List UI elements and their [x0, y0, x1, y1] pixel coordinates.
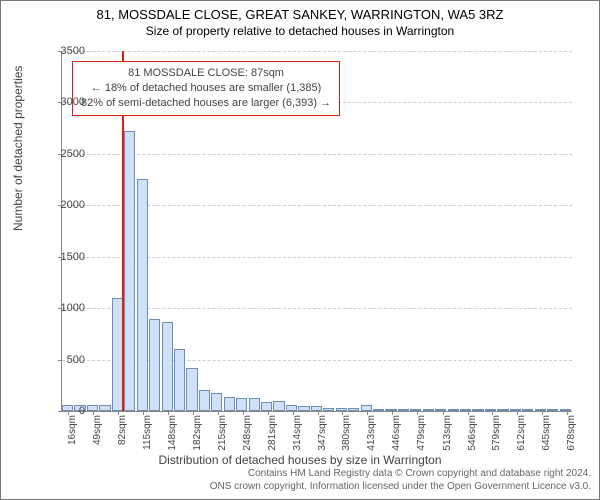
- info-line-1: 81 MOSSDALE CLOSE: 87sqm: [81, 66, 331, 81]
- x-tick-label: 314sqm: [292, 415, 303, 465]
- y-tick-label: 1000: [45, 302, 85, 314]
- histogram-bar: [137, 179, 148, 411]
- grid-line: [62, 154, 572, 155]
- info-line-2: ← 18% of detached houses are smaller (1,…: [81, 81, 331, 96]
- histogram-bar: [423, 409, 434, 411]
- histogram-bar: [373, 409, 384, 411]
- histogram-bar: [236, 398, 247, 411]
- histogram-bar: [410, 409, 421, 411]
- x-tick-label: 678sqm: [566, 415, 577, 465]
- y-tick-label: 3500: [45, 45, 85, 57]
- y-tick-label: 2000: [45, 199, 85, 211]
- y-tick-label: 3000: [45, 96, 85, 108]
- histogram-bar: [311, 406, 322, 411]
- x-tick-label: 49sqm: [92, 415, 103, 465]
- y-tick-label: 1500: [45, 251, 85, 263]
- x-tick-label: 645sqm: [541, 415, 552, 465]
- x-tick-label: 612sqm: [516, 415, 527, 465]
- histogram-bar: [323, 408, 334, 411]
- grid-line: [62, 51, 572, 52]
- x-tick-label: 148sqm: [167, 415, 178, 465]
- histogram-bar: [249, 398, 260, 411]
- histogram-bar: [497, 409, 508, 411]
- histogram-bar: [211, 393, 222, 412]
- histogram-bar: [162, 322, 173, 411]
- x-tick-label: 579sqm: [491, 415, 502, 465]
- histogram-bar: [149, 319, 160, 411]
- histogram-bar: [124, 131, 135, 411]
- footer-line-2: ONS crown copyright. Information license…: [210, 480, 591, 493]
- histogram-bar: [472, 409, 483, 411]
- histogram-bar: [460, 409, 471, 411]
- histogram-bar: [448, 409, 459, 411]
- x-tick-label: 380sqm: [341, 415, 352, 465]
- chart-title: 81, MOSSDALE CLOSE, GREAT SANKEY, WARRIN…: [1, 7, 599, 22]
- info-box: 81 MOSSDALE CLOSE: 87sqm ← 18% of detach…: [72, 61, 340, 116]
- histogram-bar: [398, 409, 409, 411]
- footer-line-1: Contains HM Land Registry data © Crown c…: [210, 467, 591, 480]
- histogram-bar: [298, 406, 309, 411]
- x-tick-label: 82sqm: [117, 415, 128, 465]
- histogram-bar: [286, 405, 297, 411]
- x-tick-label: 215sqm: [217, 415, 228, 465]
- histogram-bar: [99, 405, 110, 411]
- histogram-bar: [174, 349, 185, 411]
- x-tick-label: 248sqm: [242, 415, 253, 465]
- histogram-bar: [361, 405, 372, 411]
- histogram-bar: [435, 409, 446, 411]
- histogram-bar: [547, 409, 558, 411]
- chart-subtitle: Size of property relative to detached ho…: [1, 24, 599, 38]
- x-tick-label: 546sqm: [467, 415, 478, 465]
- chart-container: 81, MOSSDALE CLOSE, GREAT SANKEY, WARRIN…: [0, 0, 600, 500]
- x-tick-label: 479sqm: [416, 415, 427, 465]
- x-tick-label: 182sqm: [192, 415, 203, 465]
- x-tick-label: 446sqm: [391, 415, 402, 465]
- y-tick-label: 2500: [45, 148, 85, 160]
- histogram-bar: [273, 401, 284, 411]
- histogram-bar: [560, 409, 571, 411]
- y-tick-label: 0: [45, 405, 85, 417]
- histogram-bar: [510, 409, 521, 411]
- histogram-bar: [199, 390, 210, 411]
- x-tick-label: 513sqm: [442, 415, 453, 465]
- histogram-bar: [385, 409, 396, 411]
- histogram-bar: [485, 409, 496, 411]
- histogram-bar: [261, 402, 272, 411]
- histogram-bar: [348, 408, 359, 411]
- footer: Contains HM Land Registry data © Crown c…: [210, 467, 591, 493]
- y-axis-label: Number of detached properties: [11, 66, 25, 231]
- histogram-bar: [186, 368, 197, 411]
- info-line-3: 82% of semi-detached houses are larger (…: [81, 96, 331, 111]
- histogram-bar: [224, 397, 235, 411]
- plot-area: 81 MOSSDALE CLOSE: 87sqm ← 18% of detach…: [61, 51, 572, 412]
- x-tick-label: 413sqm: [366, 415, 377, 465]
- y-tick-label: 500: [45, 354, 85, 366]
- x-tick-label: 16sqm: [67, 415, 78, 465]
- x-tick-label: 115sqm: [142, 415, 153, 465]
- histogram-bar: [336, 408, 347, 411]
- histogram-bar: [522, 409, 533, 411]
- histogram-bar: [535, 409, 546, 411]
- x-tick-label: 347sqm: [317, 415, 328, 465]
- x-tick-label: 281sqm: [267, 415, 278, 465]
